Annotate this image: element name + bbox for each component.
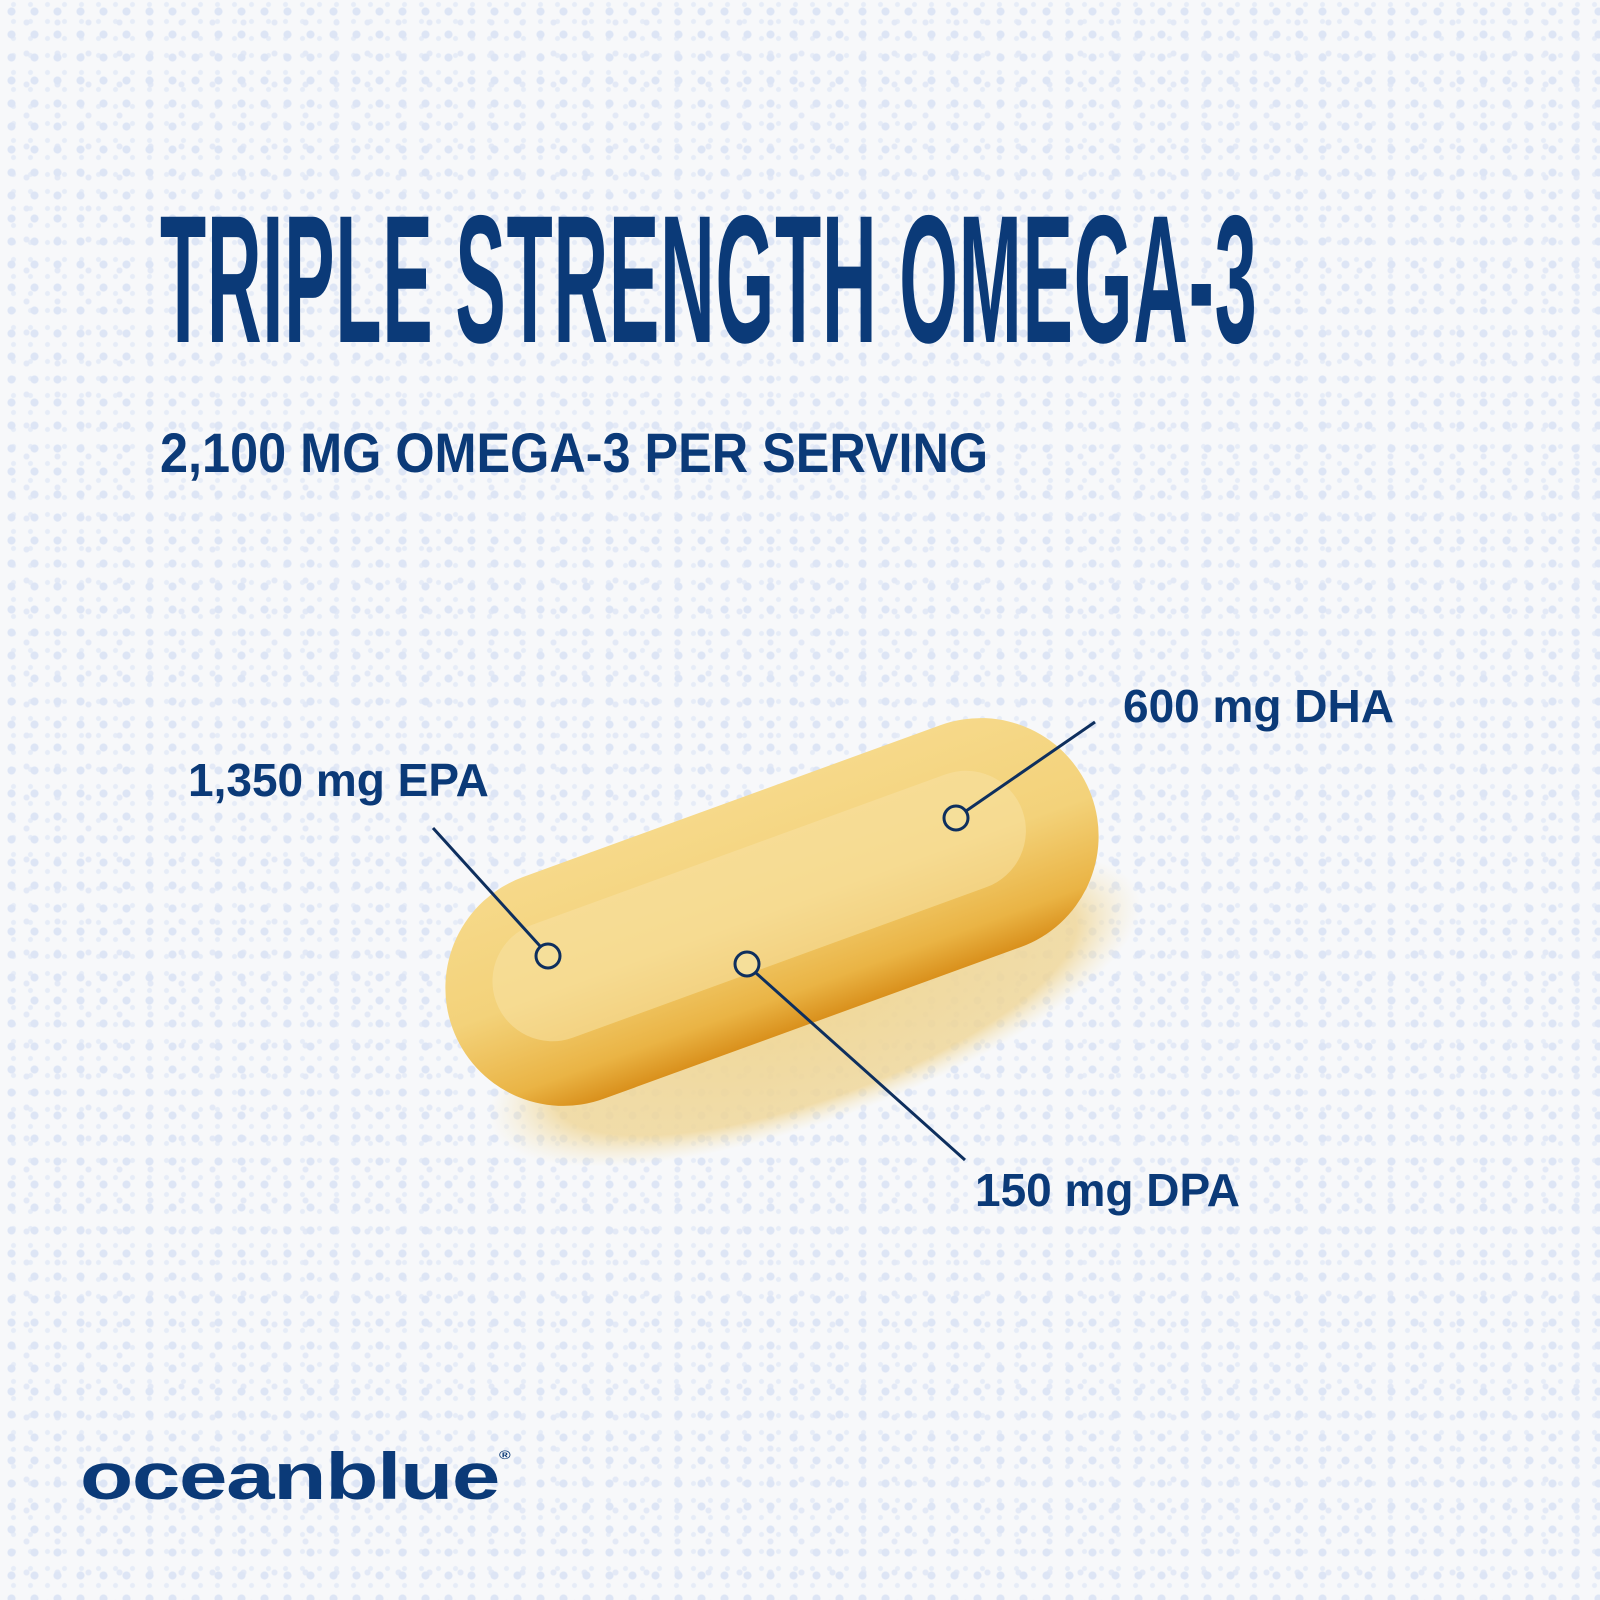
epa-callout: 1,350 mg EPA: [188, 754, 489, 806]
epa-leader-line: [431, 826, 542, 948]
brand-name: oceanblue: [80, 1439, 500, 1513]
dha-callout: 600 mg DHA: [1123, 680, 1394, 732]
dpa-marker: [733, 950, 761, 978]
epa-marker: [534, 942, 562, 970]
page-title: TRIPLE STRENGTH OMEGA-3: [160, 177, 1258, 381]
subtitle: 2,100 MG OMEGA-3 PER SERVING: [160, 421, 989, 484]
brand-logo: oceanblue®: [80, 1443, 511, 1509]
dha-marker: [942, 804, 970, 832]
softgel-capsule: [445, 718, 1099, 1106]
dha-leader-line: [965, 720, 1096, 813]
registered-mark: ®: [499, 1448, 511, 1462]
dpa-callout: 150 mg DPA: [975, 1164, 1241, 1216]
dpa-leader-line: [754, 971, 967, 1162]
